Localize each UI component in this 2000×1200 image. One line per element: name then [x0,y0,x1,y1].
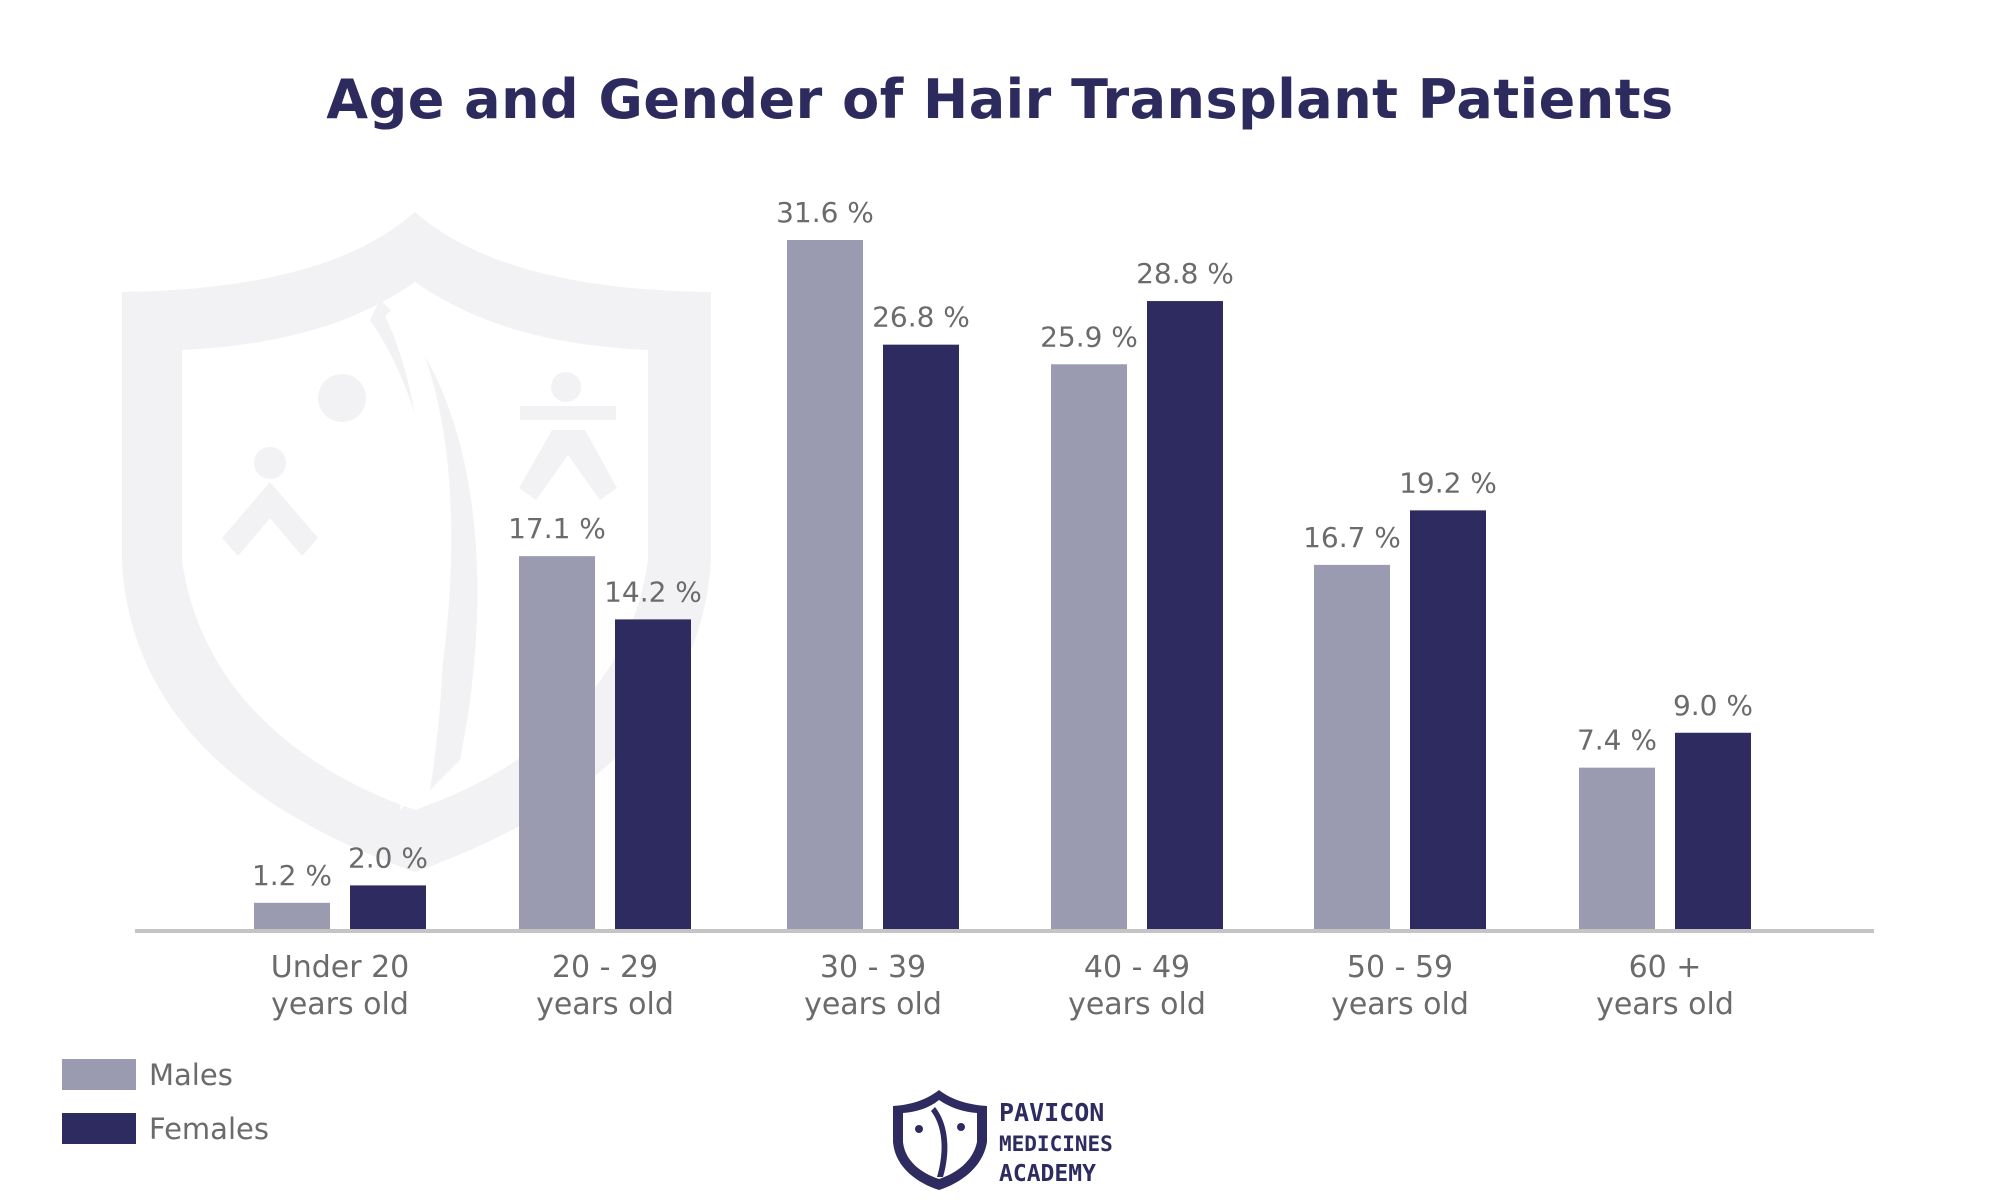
bar-females-3 [1147,301,1223,929]
legend-item-females: Females [62,1111,269,1146]
data-label-males-4: 16.7 % [1303,521,1401,554]
bar-males-0 [254,902,330,929]
data-label-females-1: 14.2 % [604,575,702,608]
x-tick-label-2-1: years old [804,987,942,1022]
logo-text-line-1: PAVICON [999,1098,1104,1127]
data-label-males-1: 17.1 % [508,512,606,545]
bar-females-1 [615,619,691,929]
data-label-males-2: 31.6 % [776,196,874,229]
x-tick-label-0-1: years old [271,987,409,1022]
legend-label-males: Males [149,1057,233,1092]
bar-females-0 [350,885,426,929]
data-label-females-0: 2.0 % [348,841,428,874]
legend-swatch-males [62,1059,136,1090]
x-tick-label-5-1: years old [1596,987,1734,1022]
x-tick-label-3-1: years old [1068,987,1206,1022]
data-label-males-5: 7.4 % [1577,724,1657,757]
data-label-females-5: 9.0 % [1673,689,1753,722]
x-tick-label-4-0: 50 - 59 [1347,950,1453,985]
data-label-males-3: 25.9 % [1040,320,1138,353]
bar-males-1 [519,556,595,929]
x-tick-label-1-0: 20 - 29 [552,950,658,985]
data-label-females-2: 26.8 % [872,301,970,334]
legend-item-males: Males [62,1057,269,1092]
x-tick-label-4-1: years old [1331,987,1469,1022]
pavicon-logo: PAVICON MEDICINES ACADEMY [893,1090,1113,1190]
x-tick-label-5-0: 60 + [1629,950,1702,985]
data-label-females-3: 28.8 % [1136,257,1234,290]
logo-text-line-3: ACADEMY [999,1161,1096,1187]
bar-females-4 [1410,510,1486,929]
bar-females-5 [1675,732,1751,929]
logo-text-line-2: MEDICINES [999,1132,1113,1156]
data-label-females-4: 19.2 % [1399,466,1497,499]
x-tick-label-1-1: years old [536,987,674,1022]
bar-males-5 [1579,767,1655,929]
legend: Males Females [62,1057,269,1167]
legend-swatch-females [62,1113,136,1144]
x-tick-label-0-0: Under 20 [271,950,410,985]
bar-males-2 [787,240,863,929]
bar-females-2 [883,344,959,930]
data-label-males-0: 1.2 % [252,859,332,892]
bar-males-3 [1051,364,1127,930]
bar-males-4 [1314,564,1390,929]
legend-label-females: Females [149,1111,269,1146]
x-tick-label-2-0: 30 - 39 [820,950,926,985]
x-tick-label-3-0: 40 - 49 [1084,950,1190,985]
chart-title: Age and Gender of Hair Transplant Patien… [326,68,1674,131]
